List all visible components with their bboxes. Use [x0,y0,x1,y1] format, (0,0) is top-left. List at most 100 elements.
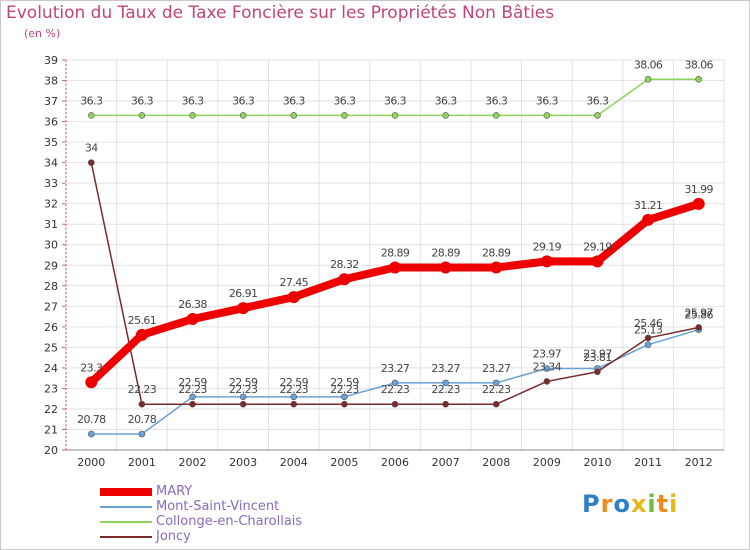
logo-letter: x [630,490,648,518]
data-label: 22.23 [381,383,410,396]
data-label: 28.89 [482,247,511,260]
data-point [591,255,604,268]
data-label: 22.59 [280,376,309,389]
data-point [186,313,199,326]
data-point [442,379,449,387]
data-point [540,255,553,268]
x-tick-label: 2000 [77,456,105,469]
data-point [442,112,449,119]
data-label: 25.46 [634,317,663,330]
y-tick-label: 27 [44,300,58,313]
data-label: 36.3 [283,94,306,107]
data-point [290,112,298,119]
data-point [391,112,399,119]
legend-swatch-mont-saint-vincent [100,505,152,508]
data-label: 22.59 [330,376,359,389]
data-point [490,261,503,274]
legend-swatch-collonge-en-charollais [100,520,152,523]
data-label: 38.06 [634,58,663,71]
data-point [341,393,348,401]
y-tick-label: 25 [44,341,58,354]
unit-label: (en %) [24,27,61,40]
legend-swatch-mary [100,487,152,496]
y-tick-label: 26 [44,321,58,334]
data-point [88,112,95,119]
data-point [290,393,298,401]
line-chart: 20 21 22 23 24 25 26 27 28 29 30 31 32 33 34 35 36 37 38 39… [44,54,725,469]
data-label: 23.34 [533,360,562,373]
data-label: 22.23 [431,383,460,396]
data-point [492,400,500,408]
y-tick-label: 31 [44,218,58,231]
x-tick-label: 2009 [533,456,561,469]
legend-item-collonge-en-charollais: Collonge-en-Charollais [100,514,302,529]
data-label: 22.23 [482,383,511,396]
x-tick-label: 2001 [128,456,156,469]
data-label: 22.23 [128,383,157,396]
data-label: 36.3 [485,94,508,107]
logo-letter: t [656,490,670,518]
data-label: 25.86 [684,309,713,322]
legend-item-mary: MARY [100,484,302,499]
y-tick-label: 22 [44,403,58,416]
data-label: 28.32 [330,258,359,271]
data-point [237,302,250,315]
data-point [239,112,247,119]
legend-label-joncy: Joncy [156,529,191,544]
data-label: 20.78 [128,413,157,426]
data-point [642,213,655,226]
y-tick-label: 24 [44,362,58,375]
data-point [543,378,551,385]
data-point [239,393,247,401]
data-point [492,379,500,387]
data-label: 22.59 [229,376,258,389]
data-label: 22.23 [330,383,359,396]
data-label: 22.23 [229,383,258,396]
data-point [439,261,452,274]
data-point [88,430,95,438]
logo-letter: r [600,490,614,518]
data-label: 22.59 [178,376,207,389]
data-label: 36.3 [435,94,458,107]
y-tick-label: 36 [44,116,58,129]
y-tick-label: 32 [44,198,58,211]
logo-letter: i [669,490,679,518]
data-point [88,159,95,166]
data-point [138,430,146,438]
data-point [85,376,98,389]
y-tick-label: 39 [44,54,58,67]
data-point [695,324,702,331]
data-point [239,400,247,408]
data-label: 23.27 [482,362,511,375]
data-label: 20.78 [77,413,106,426]
data-point [543,112,551,119]
data-label: 28.89 [381,247,410,260]
legend-item-joncy: Joncy [100,529,302,544]
data-label: 29.19 [533,240,562,253]
data-point [442,400,449,408]
y-tick-label: 30 [44,239,58,252]
data-point [644,75,652,83]
data-label: 26.91 [229,287,258,300]
data-label: 23.27 [381,362,410,375]
data-point [389,261,401,274]
data-point [391,379,399,387]
x-tick-label: 2005 [330,456,358,469]
data-point [594,368,601,376]
y-tick-label: 23 [44,382,58,395]
chart-title: Evolution du Taux de Taxe Foncière sur l… [6,3,555,23]
data-label: 27.45 [280,276,309,289]
data-point [189,400,196,408]
data-point [492,112,500,119]
y-tick-label: 33 [44,177,58,190]
data-label: 29.19 [583,240,612,253]
data-label: 36.3 [232,94,255,107]
data-label: 36.3 [384,94,407,107]
proxiti-logo: Proxiti [582,490,678,518]
y-tick-label: 37 [44,95,58,108]
data-label: 25.61 [128,314,157,327]
data-label: 36.3 [586,94,609,107]
data-label: 23.3 [80,361,103,374]
y-tick-label: 35 [44,136,58,149]
data-label: 23.97 [533,348,562,361]
